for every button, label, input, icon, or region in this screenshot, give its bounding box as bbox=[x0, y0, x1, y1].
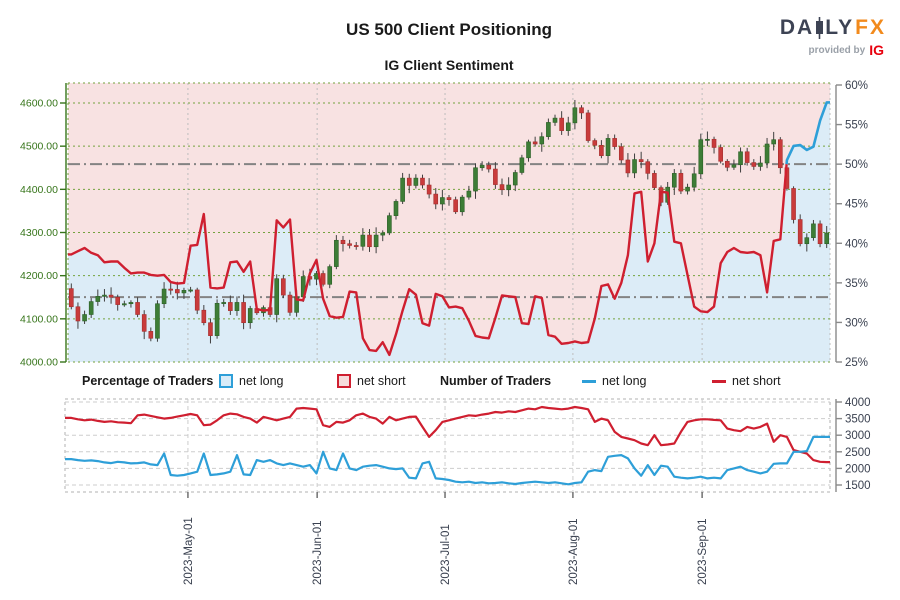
net-long-line-label: net long bbox=[602, 374, 647, 388]
net-long-majority-line bbox=[785, 101, 830, 165]
legend-pct-net-short: net short bbox=[337, 374, 406, 388]
chart-subtitle: IG Client Sentiment bbox=[384, 57, 514, 73]
dailyfx-logo: DA LY FX provided by IG bbox=[780, 16, 886, 58]
sentiment-line bbox=[68, 101, 830, 357]
price-tick-label: 4300.00 bbox=[20, 227, 58, 239]
net-long-area bbox=[68, 102, 830, 362]
percent-tick-label: 40% bbox=[845, 238, 868, 250]
percent-tick-label: 60% bbox=[845, 80, 868, 92]
chart-legend: Percentage of Traders net long net short… bbox=[0, 374, 900, 394]
count-tick-label: 2000 bbox=[845, 463, 871, 475]
percent-tick-label: 30% bbox=[845, 317, 868, 329]
legend-pct-net-long: net long bbox=[219, 374, 283, 388]
candlestick-icon bbox=[816, 17, 824, 39]
net-long-area-swatch bbox=[219, 374, 233, 388]
candlesticks bbox=[69, 99, 829, 344]
logo-text-fx: FX bbox=[855, 16, 886, 39]
page-title: US 500 Client Positioning bbox=[346, 20, 552, 39]
dailyfx-brand: DA LY FX bbox=[780, 16, 886, 40]
provided-by-text: provided by bbox=[808, 44, 866, 56]
count-tick-label: 2500 bbox=[845, 447, 871, 459]
date-tick-label: 2023-Jul-01 bbox=[440, 524, 452, 585]
legend-percentage-of-traders: Percentage of Traders bbox=[82, 374, 214, 388]
net-short-area-swatch bbox=[337, 374, 351, 388]
main-axes: 4600.00 4500.00 4400.00 4300.00 4200.00 4100.… bbox=[20, 80, 868, 369]
percent-tick-label: 25% bbox=[845, 357, 868, 369]
date-tick-label: 2023-Jun-01 bbox=[312, 520, 324, 585]
provided-by: provided by IG bbox=[780, 42, 886, 58]
date-tick-label: 2023-Sep-01 bbox=[697, 519, 709, 586]
net-short-label: net short bbox=[357, 374, 406, 388]
logo-text-da: DA bbox=[779, 16, 815, 39]
count-tick-label: 3500 bbox=[845, 414, 871, 426]
net-long-label: net long bbox=[239, 374, 284, 388]
net-short-line-label: net short bbox=[732, 374, 781, 388]
percent-tick-label: 35% bbox=[845, 278, 868, 290]
number-of-traders-panel: 4000 3500 3000 2500 2000 1500 bbox=[64, 397, 871, 498]
legend-number-of-traders: Number of Traders bbox=[440, 374, 552, 388]
percent-tick-label: 45% bbox=[845, 199, 868, 211]
price-tick-label: 4600.00 bbox=[20, 98, 58, 110]
legend-num-net-long: net long bbox=[582, 374, 646, 388]
date-tick-label: 2023-Aug-01 bbox=[568, 519, 580, 586]
count-tick-label: 3000 bbox=[845, 430, 871, 442]
net-long-line-swatch bbox=[582, 379, 596, 383]
percent-tick-label: 50% bbox=[845, 159, 868, 171]
ig-logo-text: IG bbox=[869, 42, 884, 58]
percent-tick-label: 55% bbox=[845, 120, 868, 132]
sentiment-fills bbox=[68, 83, 830, 362]
price-tick-label: 4100.00 bbox=[20, 313, 58, 325]
price-tick-label: 4500.00 bbox=[20, 141, 58, 153]
traders-net-short-line bbox=[65, 405, 830, 464]
date-axis-labels: 2023-May-01 2023-Jun-01 2023-Jul-01 2023-Au… bbox=[183, 517, 709, 585]
legend-num-net-short: net short bbox=[712, 374, 781, 388]
count-tick-label: 1500 bbox=[845, 480, 871, 492]
net-short-majority-line bbox=[68, 163, 788, 357]
price-tick-label: 4400.00 bbox=[20, 184, 58, 196]
count-tick-label: 4000 bbox=[845, 397, 871, 409]
price-tick-label: 4200.00 bbox=[20, 270, 58, 282]
logo-text-ly: LY bbox=[825, 16, 855, 39]
price-tick-label: 4000.00 bbox=[20, 357, 58, 369]
traders-net-long-line bbox=[65, 435, 830, 486]
date-tick-label: 2023-May-01 bbox=[183, 517, 195, 585]
net-short-line-swatch bbox=[712, 379, 726, 383]
